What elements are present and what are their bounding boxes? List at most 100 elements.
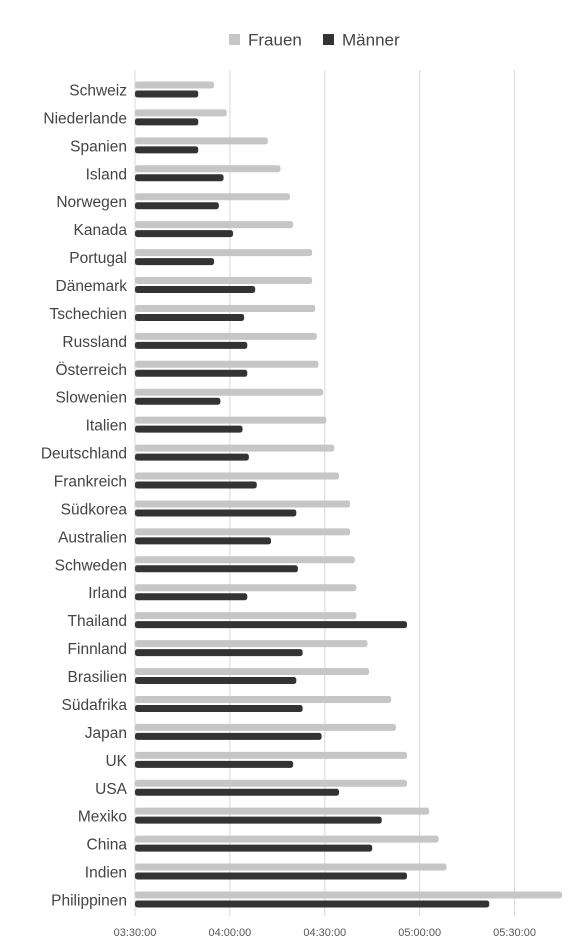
bar-frauen-slowenien: [135, 388, 324, 396]
category-label-indien: Indien: [85, 865, 127, 882]
bar-manner-sudafrika: [135, 704, 303, 712]
bar-manner-kanada: [135, 230, 234, 238]
category-label-australien: Australien: [58, 529, 127, 546]
bar-frauen-usa: [135, 779, 408, 787]
bar-frauen-deutschland: [135, 444, 335, 452]
bar-manner-australien: [135, 537, 272, 545]
legend-label-manner: Männer: [342, 31, 400, 50]
bar-manner-italien: [135, 425, 243, 433]
category-label-uk: UK: [105, 753, 127, 770]
x-tick-label-1: 04:00:00: [208, 927, 251, 939]
x-tick-label-3: 05:00:00: [398, 927, 441, 939]
bar-frauen-sudkorea: [135, 500, 351, 508]
category-label-brasilien: Brasilien: [68, 669, 127, 686]
bars: [135, 81, 562, 908]
x-tick-label-2: 04:30:00: [303, 927, 346, 939]
bar-frauen-island: [135, 165, 281, 173]
bar-manner-niederlande: [135, 118, 199, 126]
bar-manner-spanien: [135, 146, 199, 154]
bar-frauen-philippinen: [135, 891, 562, 899]
bar-manner-tschechien: [135, 313, 245, 321]
bar-frauen-mexiko: [135, 807, 430, 815]
x-axis-ticks: 03:30:00 04:00:00 04:30:00 05:00:00 05:30:00: [114, 927, 536, 939]
category-label-osterreich: Österreich: [56, 361, 128, 379]
category-label-japan: Japan: [85, 725, 127, 742]
bar-frauen-sudafrika: [135, 695, 392, 703]
category-label-schweden: Schweden: [55, 557, 127, 574]
bar-frauen-brasilien: [135, 668, 370, 676]
bar-manner-slowenien: [135, 397, 221, 405]
legend: Frauen Männer: [229, 31, 400, 50]
category-label-china: China: [87, 837, 128, 854]
bar-manner-russland: [135, 341, 248, 349]
bar-manner-irland: [135, 593, 248, 601]
bar-frauen-schweden: [135, 556, 355, 564]
legend-swatch-frauen: [229, 34, 240, 45]
category-label-thailand: Thailand: [68, 613, 127, 630]
category-label-kanada: Kanada: [74, 222, 128, 239]
bar-manner-japan: [135, 732, 322, 740]
bar-manner-uk: [135, 760, 294, 768]
bar-frauen-niederlande: [135, 109, 227, 117]
category-label-deutschland: Deutschland: [41, 446, 127, 463]
bar-manner-osterreich: [135, 369, 248, 377]
bar-frauen-thailand: [135, 612, 357, 620]
bar-frauen-finnland: [135, 640, 368, 648]
bar-frauen-portugal: [135, 249, 313, 257]
category-label-finnland: Finnland: [68, 641, 127, 658]
category-label-danemark: Dänemark: [56, 278, 128, 295]
bar-frauen-italien: [135, 416, 327, 424]
bar-frauen-uk: [135, 751, 408, 759]
legend-label-frauen: Frauen: [248, 31, 302, 50]
category-label-island: Island: [86, 166, 127, 183]
bar-frauen-indien: [135, 863, 447, 871]
bar-manner-norwegen: [135, 202, 219, 210]
bar-manner-sudkorea: [135, 509, 297, 517]
bar-frauen-kanada: [135, 221, 294, 229]
bar-frauen-australien: [135, 528, 351, 536]
bar-manner-philippinen: [135, 900, 490, 908]
bar-manner-schweiz: [135, 90, 199, 98]
bar-manner-usa: [135, 788, 340, 796]
category-label-irland: Irland: [88, 585, 127, 602]
category-label-norwegen: Norwegen: [56, 194, 127, 211]
bar-frauen-frankreich: [135, 472, 340, 480]
bar-frauen-tschechien: [135, 304, 316, 312]
legend-swatch-manner: [323, 34, 334, 45]
x-tick-label-4: 05:30:00: [493, 927, 536, 939]
grid-lines: [134, 70, 516, 916]
bar-manner-finnland: [135, 649, 303, 657]
bar-manner-portugal: [135, 258, 215, 266]
category-label-usa: USA: [95, 781, 128, 798]
category-label-frankreich: Frankreich: [54, 474, 127, 491]
category-label-sudkorea: Südkorea: [61, 501, 128, 518]
bar-manner-deutschland: [135, 453, 249, 461]
bar-manner-mexiko: [135, 816, 382, 824]
x-tick-label-0: 03:30:00: [114, 927, 157, 939]
bar-frauen-osterreich: [135, 360, 319, 368]
bar-manner-danemark: [135, 286, 256, 294]
bar-frauen-china: [135, 835, 439, 843]
category-label-slowenien: Slowenien: [55, 390, 127, 407]
bar-manner-schweden: [135, 565, 298, 573]
bar-manner-frankreich: [135, 481, 257, 489]
category-label-mexiko: Mexiko: [78, 809, 127, 826]
bar-frauen-schweiz: [135, 81, 215, 89]
category-label-portugal: Portugal: [69, 250, 127, 267]
bar-manner-thailand: [135, 621, 408, 629]
bar-frauen-spanien: [135, 137, 268, 145]
category-label-sudafrika: Südafrika: [62, 697, 128, 714]
bar-manner-brasilien: [135, 677, 297, 685]
category-label-italien: Italien: [86, 418, 127, 435]
bar-manner-china: [135, 844, 373, 852]
bar-frauen-irland: [135, 584, 357, 592]
bar-manner-indien: [135, 872, 408, 880]
bar-frauen-norwegen: [135, 193, 290, 201]
category-label-niederlande: Niederlande: [43, 110, 127, 127]
category-label-russland: Russland: [62, 334, 127, 351]
category-label-spanien: Spanien: [70, 138, 127, 155]
bar-frauen-japan: [135, 723, 396, 731]
category-label-tschechien: Tschechien: [49, 306, 127, 323]
category-labels: Schweiz Niederlande Spanien Island Norwegen K…: [41, 83, 128, 910]
